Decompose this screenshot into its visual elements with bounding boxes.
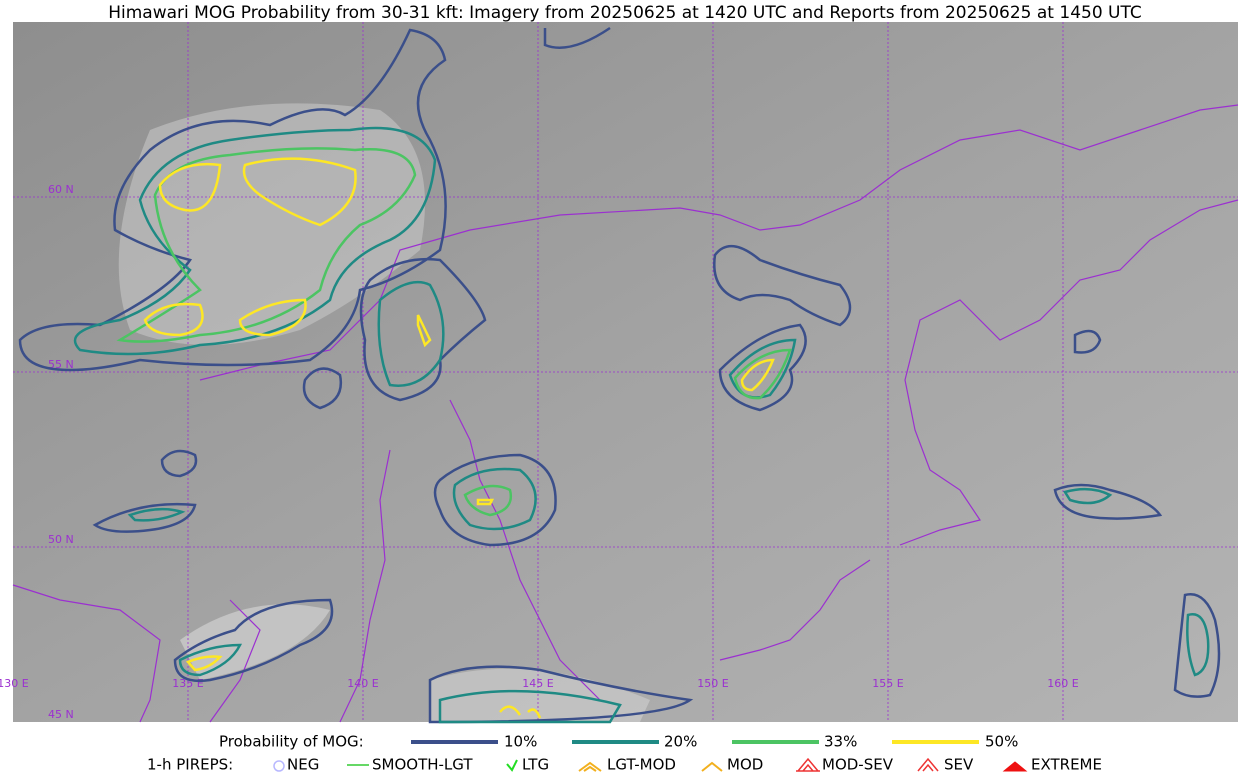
contour [73,126,437,356]
lon-label: 155 E [872,677,903,690]
lon-label: 130 E [0,677,29,690]
legend-label: MOD-SEV [822,756,894,774]
contour [713,245,852,327]
legend-title: 1-h PIREPS: [147,756,233,774]
contour [302,367,343,410]
legend-label: SMOOTH-LGT [372,756,473,774]
contour [718,323,807,412]
contour [127,507,186,522]
pirep-icon [1002,761,1028,772]
legend-label: MOD [727,756,763,774]
pirep-icon [273,760,285,772]
lat-label: 45 N [48,708,74,721]
legend-label: LTG [522,756,549,774]
lon-label: 160 E [1047,677,1078,690]
contour [428,665,694,724]
pirep-icon [578,761,602,772]
contour [740,358,775,392]
contour [1173,593,1221,698]
lon-label: 145 E [522,677,553,690]
pirep-icon [701,761,723,772]
contour [116,147,417,343]
contour [160,449,198,478]
legend-label: 33% [824,733,857,751]
contour [1053,483,1163,520]
legend-label: 50% [985,733,1018,751]
contour [463,484,513,517]
contour [733,348,792,400]
lat-label: 55 N [48,358,74,371]
legend-label: NEG [287,756,319,774]
pirep-icon [506,759,518,772]
pirep-icon [917,757,939,772]
legend-label: EXTREME [1031,756,1102,774]
lon-label: 140 E [347,677,378,690]
contour [543,26,611,49]
graticule: 130 E 135 E 140 E 145 E 150 E 155 E 160 E60 N5… [0,22,1238,722]
contour [1073,329,1102,354]
contour [416,314,432,348]
lon-label: 150 E [697,677,728,690]
lat-label: 50 N [48,533,74,546]
legend-label: 10% [504,733,537,751]
contour [173,598,334,683]
title: Himawari MOG Probability from 30-31 kft:… [108,3,1142,23]
contour [185,655,223,672]
coastlines [12,104,1239,723]
contour [476,498,495,506]
contour [158,163,222,212]
legend-title: Probability of MOG: [219,733,364,751]
map: 130 E 135 E 140 E 145 E 150 E 155 E 160 E60 N5… [0,22,1239,724]
contour [499,705,542,719]
contour [92,502,197,533]
contour [433,453,557,547]
contour [18,28,447,372]
pirep-icon [796,757,820,772]
contour [377,280,445,387]
contour [143,298,307,337]
contour [438,689,622,724]
contour [1063,487,1113,505]
contour [242,157,357,227]
legend-label: SEV [944,756,974,774]
legend-label: LGT-MOD [607,756,676,774]
contour [452,467,537,531]
contour [1186,613,1210,677]
contour [178,643,243,677]
lat-label: 60 N [48,183,74,196]
legend-label: 20% [664,733,697,751]
contours [18,26,1221,724]
legend: Probability of MOG: 1-h PIREPS: 10% 20% 33… [147,733,1102,774]
